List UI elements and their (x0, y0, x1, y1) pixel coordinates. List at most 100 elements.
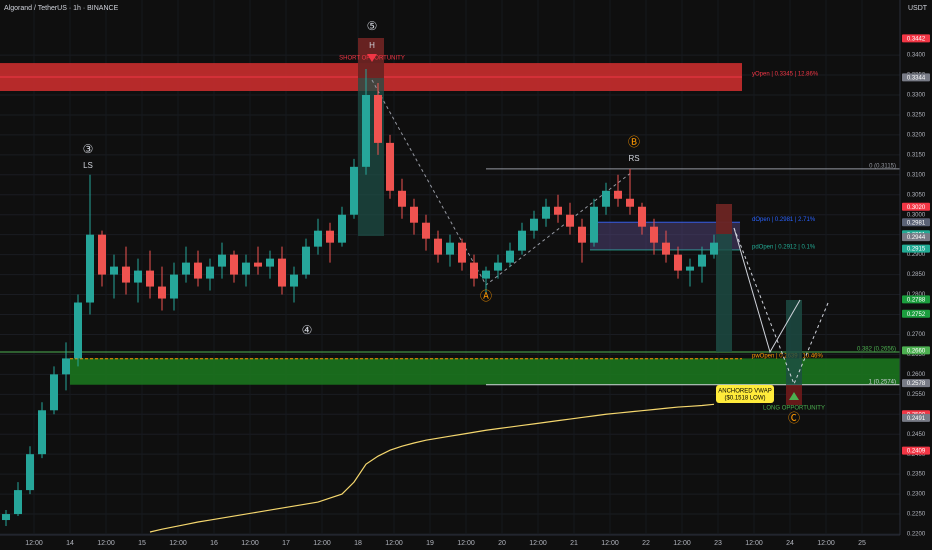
x-tick-label: 12:00 (241, 540, 259, 547)
candle-body (302, 246, 310, 275)
candle-body (410, 206, 418, 223)
x-tick-label: 17 (282, 540, 290, 547)
candle-body (518, 230, 526, 251)
price-badge (902, 202, 930, 211)
x-tick-label: 12:00 (529, 540, 547, 547)
price-badge-label: 0.3442 (907, 36, 926, 42)
y-tick-label: 0.2450 (907, 432, 926, 438)
price-badge-label: 0.2915 (907, 247, 926, 253)
candle-body (86, 234, 94, 303)
price-badge (902, 413, 930, 422)
candle-body (398, 190, 406, 207)
level-label: pdOpen | 0.2912 | 0.1% (752, 244, 816, 250)
candle-body (218, 254, 226, 267)
candle-body (494, 262, 502, 271)
price-badge (902, 233, 930, 242)
candle-body (194, 262, 202, 279)
candle-body (206, 266, 214, 279)
level-label: 0.382 (0.2656) (857, 347, 896, 353)
vwap-callout (716, 385, 774, 403)
candle-body (554, 206, 562, 215)
price-badge (902, 309, 930, 318)
price-badge (902, 379, 930, 388)
x-tick-label: 22 (642, 540, 650, 547)
candle-body (134, 270, 142, 283)
annotation: Ⓐ (480, 289, 492, 303)
short-arrow (367, 54, 377, 62)
y-tick-label: 0.3400 (907, 53, 926, 59)
candle-body (158, 286, 166, 299)
projection-alt (733, 227, 829, 386)
candle-body (38, 410, 46, 455)
price-badge (902, 34, 930, 43)
y-tick-label: 0.3300 (907, 93, 926, 99)
candle-body (14, 490, 22, 515)
candle-body (386, 142, 394, 191)
candle-body (602, 190, 610, 207)
candle-body (314, 230, 322, 247)
y-tick-label: 0.3100 (907, 172, 926, 178)
y-tick-label: 0.2200 (907, 532, 926, 538)
axis: 0.2200 0.2250 0.2300 0.2350 0.2400 0.2450 0.25… (25, 34, 930, 547)
price-badge (902, 218, 930, 227)
x-tick-label: 12:00 (97, 540, 115, 547)
price-badge-label: 0.2491 (907, 416, 926, 422)
x-tick-label: 12:00 (169, 540, 187, 547)
price-badge-label: 0.2788 (907, 297, 926, 303)
annotation: ($0.1518 LOW) (724, 396, 765, 402)
price-badge-label: 0.3020 (907, 205, 926, 211)
x-tick-label: 12:00 (745, 540, 763, 547)
trade-box (716, 204, 732, 352)
currency: USDT (908, 5, 928, 12)
x-tick-label: 20 (498, 540, 506, 547)
candle-body (674, 254, 682, 271)
x-tick-label: 21 (570, 540, 578, 547)
x-tick-label: 12:00 (457, 540, 475, 547)
price-badge-label: 0.2944 (907, 235, 926, 241)
candle-body (266, 258, 274, 267)
y-tick-label: 0.3150 (907, 152, 926, 158)
header-title: Algorand / TetherUS · 1h · BINANCE (4, 5, 119, 12)
candle-body (326, 230, 334, 243)
candle-body (362, 94, 370, 167)
candle-body (422, 222, 430, 239)
annotation: SHORT OPPORTUNITY (339, 56, 405, 62)
candle-body (578, 226, 586, 243)
candle-body (698, 254, 706, 267)
annotation: ③ (83, 142, 94, 156)
candle-body (626, 198, 634, 207)
annotation: ④ (302, 323, 313, 337)
y-tick-label: 0.2400 (907, 452, 926, 458)
price-badge-label: 0.2981 (907, 220, 926, 226)
candle-body (122, 266, 130, 283)
price-badge (902, 446, 930, 455)
candle-body (650, 226, 658, 243)
y-tick-label: 0.2600 (907, 372, 926, 378)
annotation: H (369, 41, 375, 50)
price-badge-label: 0.2752 (907, 312, 926, 318)
trade-stop-box (716, 204, 732, 234)
candle-body (182, 262, 190, 275)
candle-body (230, 254, 238, 275)
candle-body (2, 514, 10, 521)
candle-body (98, 234, 106, 275)
candle-body (446, 242, 454, 255)
candle-body (170, 274, 178, 299)
y-tick-label: 0.2900 (907, 252, 926, 258)
long-arrow (789, 392, 799, 400)
candle-body (530, 218, 538, 231)
y-tick-label: 0.2650 (907, 352, 926, 358)
y-tick-label: 0.3200 (907, 132, 926, 138)
x-tick-label: 12:00 (313, 540, 331, 547)
level-label: dOpen | 0.2981 | 2.71% (752, 217, 816, 223)
candle-body (242, 262, 250, 275)
candle-body (62, 358, 70, 375)
x-tick-label: 16 (210, 540, 218, 547)
price-badge-label: 0.2660 (907, 348, 926, 354)
candle-body (254, 262, 262, 267)
y-tick-label: 0.2550 (907, 392, 926, 398)
y-tick-label: 0.2300 (907, 492, 926, 498)
candle-body (374, 94, 382, 143)
price-badge-label: 0.2409 (907, 449, 926, 455)
